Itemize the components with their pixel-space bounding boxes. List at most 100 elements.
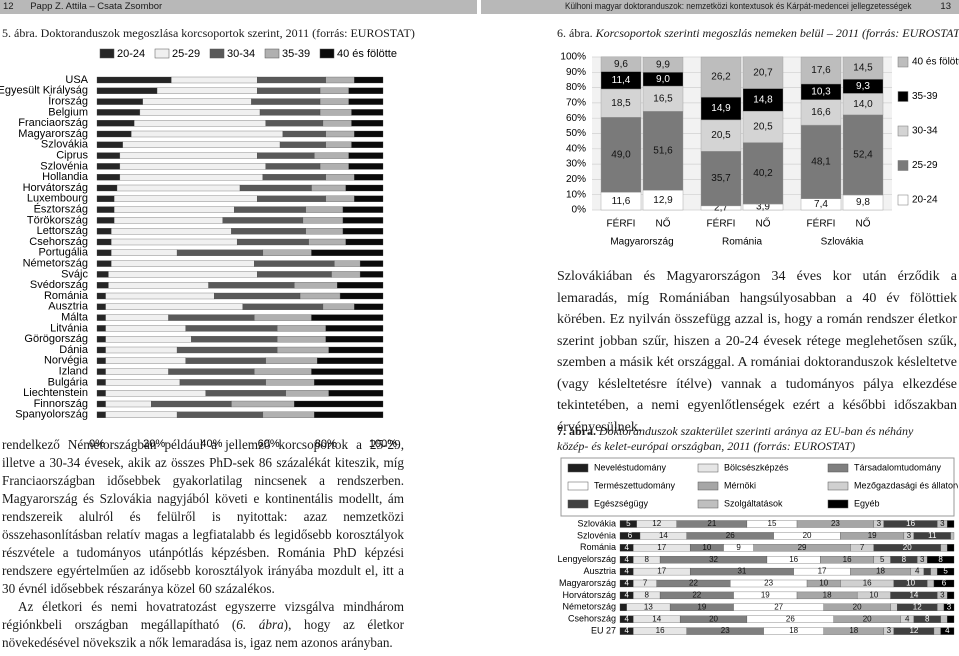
category-label: Ausztria — [583, 566, 616, 576]
value-label: 16 — [789, 555, 798, 564]
legend-label: Mérnöki — [724, 480, 756, 490]
bar-segment — [257, 87, 321, 94]
bar-segment — [231, 400, 295, 408]
figure-title: Korcsoportok szerinti megoszlás nemeken … — [595, 26, 959, 40]
value-label: 12 — [913, 602, 922, 611]
bar-segment — [96, 98, 143, 105]
category-label: Málta — [61, 312, 89, 324]
bar-segment — [96, 260, 112, 267]
bar-segment — [105, 411, 178, 418]
bar-segment — [359, 271, 384, 278]
bar-segment — [299, 292, 341, 300]
bar-segment — [119, 163, 266, 170]
bar-segment — [282, 130, 326, 138]
value-label: 17 — [657, 567, 666, 576]
bar-segment — [96, 357, 106, 364]
category-label: Svédország — [30, 279, 88, 291]
bar-segment — [331, 271, 361, 278]
category-label: NŐ — [856, 216, 871, 230]
bar-segment — [947, 591, 955, 600]
bar-segment — [800, 56, 842, 85]
value-label: 4 — [624, 614, 629, 623]
value-label: 23 — [764, 579, 773, 588]
category-label: Spanyolország — [15, 409, 88, 421]
bar-segment — [325, 76, 355, 84]
bar-segment — [105, 314, 169, 321]
value-label: 20,7 — [753, 67, 773, 78]
bar-segment — [96, 282, 109, 289]
bar-segment — [116, 184, 241, 192]
bar-segment — [111, 260, 255, 267]
bar-segment — [262, 174, 326, 181]
bar-segment — [800, 99, 842, 126]
bar-segment — [111, 249, 178, 256]
value-label: 5 — [880, 555, 885, 564]
y-tick-label: 70% — [566, 98, 586, 109]
bar-segment — [348, 152, 384, 159]
value-label: 7 — [643, 579, 648, 588]
legend-swatch — [319, 48, 335, 59]
page-number: 12 — [3, 1, 14, 12]
bar-segment — [257, 76, 326, 84]
category-label: Litvánia — [50, 322, 89, 334]
legend-swatch — [567, 481, 589, 491]
bar-segment — [114, 206, 235, 213]
value-label: 4 — [624, 579, 629, 588]
bar-segment — [168, 314, 255, 321]
value-label: 5 — [943, 567, 948, 576]
legend-swatch — [827, 499, 849, 509]
value-label: 14,8 — [753, 94, 773, 105]
value-label: 3,9 — [756, 202, 770, 213]
x-tick-label: 0% — [89, 438, 105, 450]
y-tick-label: 60% — [566, 113, 586, 124]
bar-segment — [105, 379, 181, 386]
legend-label: Természettudomány — [594, 480, 676, 490]
legend-swatch — [897, 160, 909, 171]
bar-segment — [96, 152, 121, 159]
value-label: 29 — [798, 543, 807, 552]
bar-segment — [156, 87, 258, 94]
bar-segment — [325, 141, 352, 148]
category-label: NŐ — [756, 216, 771, 230]
bar-segment — [96, 336, 106, 343]
bar-segment — [314, 379, 384, 386]
y-tick-label: 80% — [566, 82, 586, 93]
value-label: 18,5 — [611, 98, 631, 109]
bar-segment — [923, 567, 931, 576]
x-tick-label: 100% — [369, 438, 397, 450]
bar-segment — [345, 238, 384, 246]
value-label: 12 — [652, 519, 661, 528]
value-label: 3 — [920, 555, 925, 564]
bar-segment — [176, 346, 278, 354]
legend-label: 40 és fölötte — [337, 48, 397, 60]
bar-segment — [311, 314, 384, 321]
bar-segment — [111, 228, 232, 235]
value-label: 17 — [818, 567, 827, 576]
bar-segment — [277, 346, 329, 354]
bar-segment — [105, 390, 206, 397]
bar-segment — [842, 114, 884, 196]
bar-segment — [325, 174, 355, 181]
value-label: 9,6 — [614, 59, 628, 70]
figure-caption: 6. ábra. Korcsoportok szerinti megoszlás… — [557, 26, 959, 41]
value-label: 22 — [689, 579, 698, 588]
bar-segment — [294, 400, 384, 408]
bar-segment — [105, 325, 186, 332]
value-label: 18 — [823, 591, 832, 600]
bar-segment — [96, 238, 112, 246]
bar-segment — [328, 390, 384, 397]
category-label: Magyarország — [18, 128, 88, 140]
y-tick-label: 30% — [566, 159, 586, 170]
bar-segment — [314, 152, 349, 159]
value-label: 17 — [657, 543, 666, 552]
bar-segment — [242, 303, 324, 310]
bar-segment — [277, 325, 326, 332]
value-label: 4 — [915, 567, 920, 576]
category-label: Svájc — [61, 268, 88, 280]
bar-segment — [142, 98, 252, 105]
legend-label: Bölcsészképzés — [724, 462, 789, 472]
category-label: Németország — [562, 602, 616, 612]
bar-segment — [742, 142, 784, 205]
bar-segment — [642, 56, 684, 73]
